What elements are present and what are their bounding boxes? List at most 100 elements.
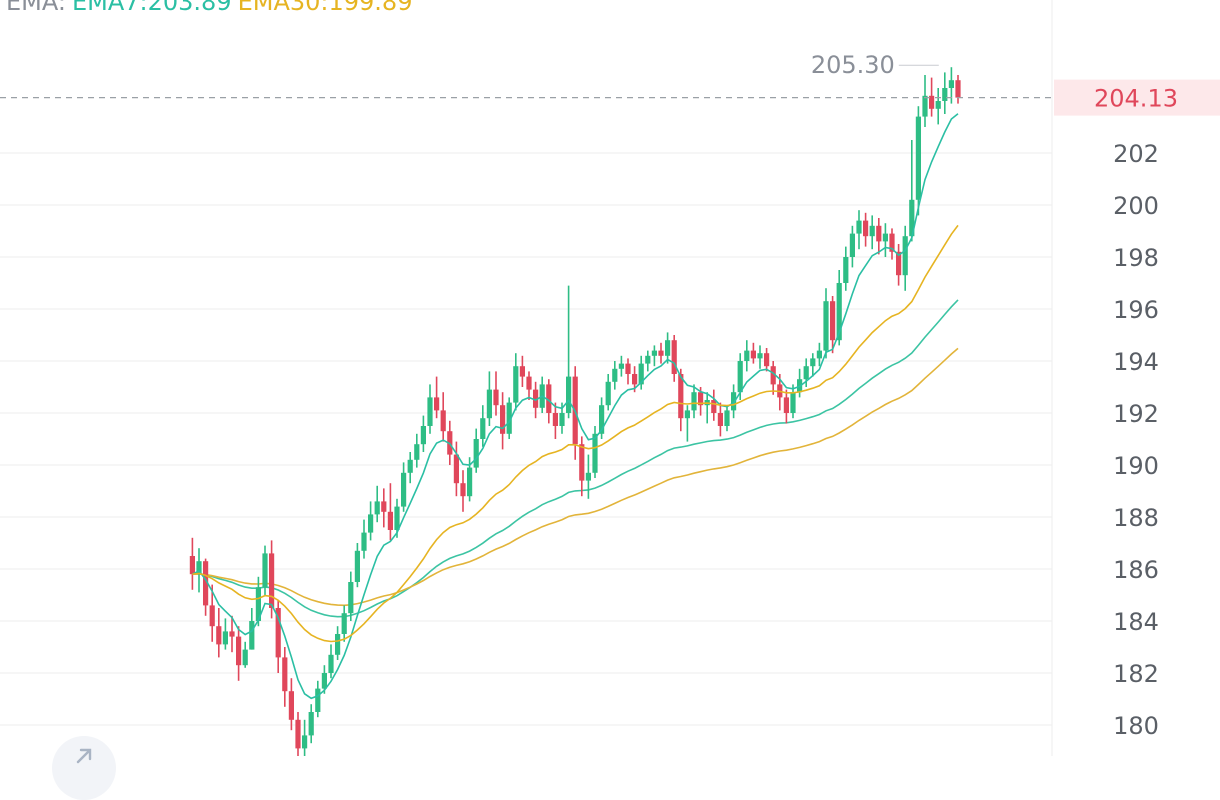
- candle-body: [414, 444, 420, 460]
- candle-body: [387, 511, 393, 530]
- candle-body: [612, 368, 618, 382]
- candle-body: [526, 376, 532, 390]
- ema7-line: [192, 113, 959, 700]
- candle: [651, 345, 657, 367]
- candle: [955, 75, 961, 104]
- candle-body: [229, 631, 235, 637]
- candle-body: [189, 556, 195, 575]
- candle: [711, 389, 717, 421]
- candle-body: [288, 691, 294, 720]
- candle: [810, 353, 816, 377]
- candle: [282, 647, 288, 707]
- candle-body: [948, 80, 954, 88]
- candle: [770, 361, 776, 395]
- candle-body: [381, 501, 387, 512]
- y-tick-label: 180: [1113, 712, 1159, 740]
- candle: [592, 426, 598, 478]
- candle: [407, 452, 413, 484]
- candle-body: [196, 561, 202, 575]
- ema-long-teal-line: [192, 299, 959, 618]
- candle-body: [407, 459, 413, 473]
- candle-body: [625, 363, 631, 374]
- scroll-to-latest-button[interactable]: [52, 736, 116, 800]
- candle-body: [533, 389, 539, 408]
- candle: [909, 140, 915, 242]
- candle: [863, 212, 869, 247]
- candle: [348, 571, 354, 621]
- candle: [480, 405, 486, 447]
- candle: [731, 384, 737, 419]
- candle-body: [836, 283, 842, 341]
- candle-body: [922, 95, 928, 117]
- ema30-legend-value: EMA30:199.89: [237, 0, 413, 16]
- candle-body: [467, 467, 473, 497]
- candle: [744, 340, 750, 372]
- candle: [302, 719, 308, 756]
- candle: [665, 332, 671, 364]
- candle: [434, 376, 440, 419]
- candle-body: [216, 626, 222, 645]
- y-axis: 202 200 198 196 194 192 190 188 186 184 182 180: [1113, 140, 1159, 740]
- candle: [453, 441, 459, 497]
- candle-body: [209, 605, 215, 627]
- candle-body: [440, 410, 446, 432]
- candle-body: [711, 400, 717, 413]
- candle-body: [585, 472, 591, 481]
- candle-body: [691, 392, 697, 411]
- candle: [823, 288, 829, 359]
- candle-body: [843, 257, 849, 283]
- candle-body: [849, 233, 855, 257]
- candle: [236, 626, 242, 681]
- candle: [335, 626, 341, 660]
- candle-body: [513, 366, 519, 403]
- candle-body: [493, 389, 499, 406]
- candle-body: [506, 402, 512, 434]
- candle: [750, 342, 756, 364]
- candle: [942, 72, 948, 114]
- candle-body: [480, 418, 486, 439]
- candle: [671, 335, 677, 382]
- candle-body: [427, 397, 433, 426]
- candle-body: [803, 366, 809, 380]
- candle: [308, 704, 314, 744]
- candle-body: [315, 688, 321, 712]
- candle: [229, 615, 235, 653]
- candle: [889, 228, 895, 260]
- candle: [381, 488, 387, 528]
- candle-body: [295, 719, 301, 749]
- candle-body: [249, 621, 255, 650]
- candle: [427, 384, 433, 434]
- candle: [420, 415, 426, 452]
- candle: [856, 210, 862, 250]
- candle-body: [592, 433, 598, 473]
- candle-body: [618, 363, 624, 369]
- candle: [295, 712, 301, 756]
- candle: [414, 433, 420, 468]
- candle: [882, 223, 888, 257]
- candle: [678, 368, 684, 432]
- candle: [896, 244, 902, 286]
- candle: [797, 368, 803, 398]
- candle-body: [856, 220, 862, 234]
- candle-body: [744, 350, 750, 361]
- candle: [500, 392, 506, 450]
- current-price-tag-bg: [1054, 79, 1220, 116]
- candle-body: [896, 251, 902, 276]
- candle-body: [579, 444, 585, 481]
- candle: [374, 485, 380, 523]
- y-tick-label: 198: [1113, 244, 1159, 272]
- current-price-label: 204.13: [1094, 85, 1178, 113]
- ema-legend: EMA: EMA7:203.89 EMA30:199.89: [6, 0, 418, 16]
- candle-body: [671, 340, 677, 374]
- y-tick-label: 186: [1113, 556, 1159, 584]
- candle-body: [335, 634, 341, 655]
- candle: [869, 215, 875, 250]
- candle-body: [684, 410, 690, 419]
- candle: [849, 225, 855, 268]
- price-chart[interactable]: 202 200 198 196 194 192 190 188 186 184 182 180 204.…: [0, 0, 1220, 756]
- candle: [526, 371, 532, 400]
- candle-body: [882, 233, 888, 242]
- candle-body: [955, 80, 961, 98]
- candle-body: [460, 483, 466, 497]
- ema30-line: [192, 224, 959, 643]
